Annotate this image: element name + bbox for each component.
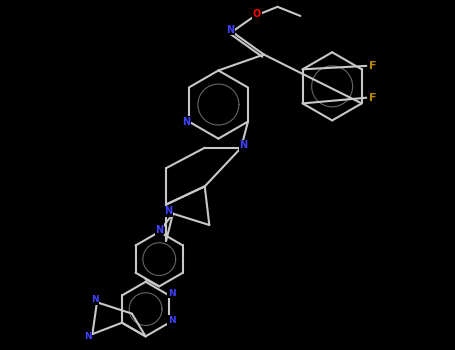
Text: F: F	[369, 93, 376, 103]
Text: O: O	[253, 9, 261, 19]
Text: N: N	[91, 295, 98, 304]
Text: N: N	[155, 225, 163, 235]
Text: N: N	[168, 316, 175, 325]
Text: N: N	[182, 117, 191, 127]
Text: F: F	[369, 61, 376, 71]
Text: N: N	[239, 140, 248, 150]
Text: N: N	[84, 332, 91, 341]
Text: N: N	[226, 25, 234, 35]
Text: N: N	[164, 206, 172, 216]
Text: N: N	[168, 289, 175, 298]
